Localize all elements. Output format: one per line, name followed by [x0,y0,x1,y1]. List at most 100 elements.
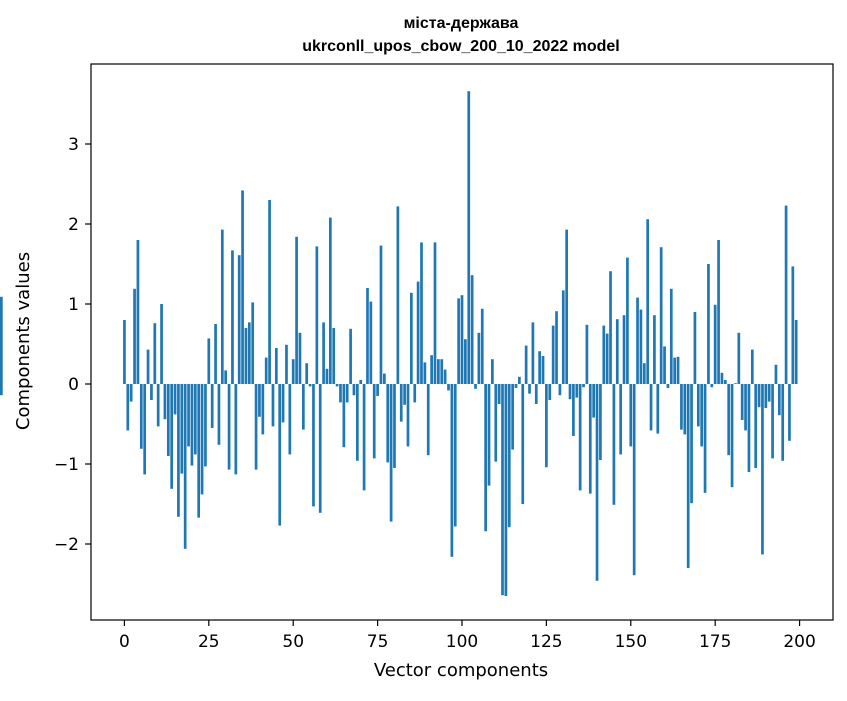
bar [791,266,795,384]
bar [794,320,798,384]
bar [234,384,238,475]
bar [639,309,643,384]
bar [423,362,427,384]
bar [386,384,390,463]
x-tick-label: 100 [446,632,478,652]
bar [264,357,268,384]
bar [744,384,747,431]
bar [146,349,150,384]
bar [335,384,339,387]
bar [457,298,460,384]
bar [642,363,646,384]
bar [193,384,197,455]
x-axis: 0 25 50 75 100 125 150 175 200 [119,620,816,652]
x-tick-label: 200 [783,632,815,652]
bar [612,384,616,505]
bar [602,325,606,384]
bar [173,384,177,415]
bar [696,384,700,427]
bar [494,384,498,462]
bar [366,288,369,384]
bar [129,384,133,402]
bar [295,236,298,384]
bar [204,384,207,467]
bar [298,332,302,384]
bar [153,323,157,384]
bar [784,205,788,384]
bar [788,384,791,441]
bar [720,372,724,384]
bar [477,332,481,384]
x-tick-label: 175 [699,632,731,652]
bar [143,384,147,475]
bar [322,322,325,384]
bar [595,384,599,581]
y-axis-label: Components values [13,252,34,430]
bar [669,288,673,384]
bar [730,384,734,488]
bar [683,384,687,435]
bar [518,376,521,384]
bar [605,333,609,384]
bar [703,384,707,493]
bar [349,328,352,384]
bar [663,346,666,384]
bar [750,349,754,384]
bar [740,384,744,420]
bar [470,275,474,384]
bar [383,373,386,384]
bar [214,324,217,384]
bar [231,250,234,384]
bar [757,384,761,408]
y-axis: −2 −1 0 1 2 3 [54,135,91,555]
bar [379,245,383,384]
x-tick-label: 50 [282,632,304,652]
bar [123,320,126,384]
x-tick-label: 125 [530,632,562,652]
bar [170,384,174,489]
y-tick-label: 2 [68,215,79,235]
bar [440,359,444,384]
bar [511,384,514,450]
bar [345,384,349,403]
bar [430,355,433,384]
y-tick-label: 1 [68,295,79,315]
bar [278,384,282,526]
bar [274,348,278,384]
bar [514,384,518,388]
bar [403,384,406,405]
bar [342,384,346,448]
bar [561,290,565,384]
bar [369,301,373,384]
bar [615,319,619,384]
bar [582,384,585,388]
bar [700,384,704,447]
bar [190,384,194,466]
bar [406,384,410,447]
bar [474,384,477,389]
bar [325,368,329,384]
bar [447,384,450,391]
bar [177,384,180,517]
y-tick-label: 3 [68,135,79,155]
bar [585,324,589,384]
x-axis-label: Vector components [374,660,548,681]
bar [534,384,538,404]
bar [163,384,167,420]
bar [707,264,710,384]
bar [551,325,555,384]
bar [673,357,677,384]
bar [241,190,244,384]
bar [484,384,487,532]
bar [453,384,457,527]
bar [592,384,596,418]
bar [285,344,288,384]
bar [777,384,781,416]
bar [389,384,393,522]
bar [754,384,758,468]
bar [656,384,660,434]
bar [372,384,376,459]
bar [210,384,214,428]
chart-title: міста-держава [404,15,519,32]
